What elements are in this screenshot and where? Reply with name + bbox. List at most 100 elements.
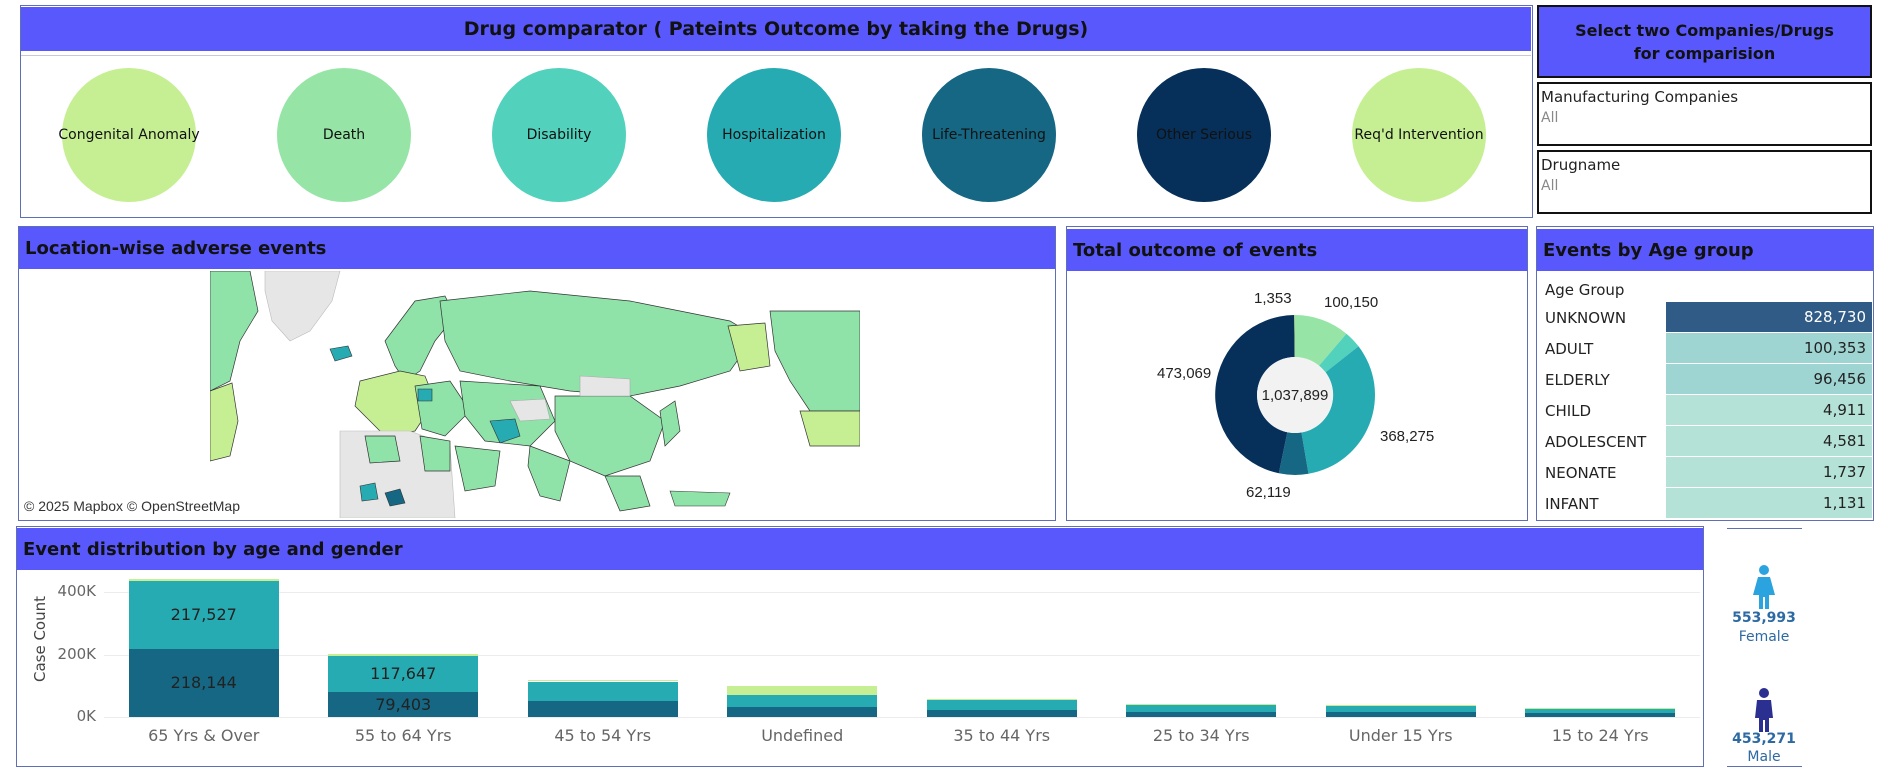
age-group-header: Age Group xyxy=(1545,281,1625,299)
divider xyxy=(21,55,1531,56)
bar-segment[interactable] xyxy=(1325,712,1476,717)
male-icon xyxy=(1755,688,1773,732)
male-label: Male xyxy=(1747,749,1781,765)
map-svg xyxy=(210,271,860,518)
filter-heading-line2: for comparision xyxy=(1633,43,1776,63)
age-row[interactable]: CHILD 4,911 xyxy=(1537,395,1872,426)
outcome-bubble-4[interactable]: Life-Threatening xyxy=(922,68,1056,202)
donut-label-death: 100,150 xyxy=(1324,294,1379,311)
grid-line xyxy=(104,654,1700,656)
bar-segment[interactable] xyxy=(926,699,1077,711)
donut-slice-hospitalization xyxy=(1301,346,1375,474)
bar-segment[interactable] xyxy=(1126,703,1277,705)
age-row-name: ELDERLY xyxy=(1545,371,1610,389)
bar-segment[interactable] xyxy=(328,692,479,717)
x-category-label: 65 Yrs & Over xyxy=(148,726,260,745)
map-title: Location-wise adverse events xyxy=(19,227,1055,269)
bar-segment[interactable] xyxy=(527,680,678,682)
bar-data-label: 79,403 xyxy=(375,694,432,714)
outcome-bubble-1[interactable]: Death xyxy=(277,68,411,202)
filter-heading-line1: Select two Companies/Drugs xyxy=(1575,20,1834,40)
donut-label-life-threatening: 62,119 xyxy=(1246,484,1291,501)
x-category-label: 35 to 44 Yrs xyxy=(953,726,1051,745)
bar-segment[interactable] xyxy=(1126,704,1277,712)
age-row-value: 1,131 xyxy=(1823,494,1866,512)
bar-segment[interactable] xyxy=(1126,712,1277,717)
donut-center-label: 1,037,899 xyxy=(1261,387,1329,404)
age-row-name: CHILD xyxy=(1545,402,1592,420)
age-row[interactable]: UNKNOWN 828,730 xyxy=(1537,302,1872,333)
bar-segment[interactable] xyxy=(926,710,1077,717)
bar-data-label: 117,647 xyxy=(370,663,437,683)
donut-slice-disability xyxy=(1318,333,1359,373)
age-row[interactable]: ELDERLY 96,456 xyxy=(1537,364,1872,395)
age-row-value: 828,730 xyxy=(1803,308,1866,326)
age-row-name: NEONATE xyxy=(1545,464,1617,482)
bar-segment[interactable] xyxy=(128,581,279,650)
bar-segment[interactable] xyxy=(1525,708,1676,709)
female-icon xyxy=(1753,565,1775,609)
company-filter[interactable]: Manufacturing Companies All xyxy=(1537,82,1872,146)
donut-slice-congenital xyxy=(1294,314,1295,357)
bar-segment[interactable] xyxy=(527,700,678,717)
bar-segment[interactable] xyxy=(128,649,279,717)
age-row-bar: 1,131 xyxy=(1666,488,1872,518)
bar-segment[interactable] xyxy=(1325,705,1476,713)
page-title: Drug comparator ( Pateints Outcome by ta… xyxy=(21,7,1531,51)
donut-slice-other-serious xyxy=(1215,315,1295,474)
gender-divider-top xyxy=(1727,528,1802,529)
bar-data-label: 217,527 xyxy=(170,605,237,625)
age-row-name: INFANT xyxy=(1545,495,1599,513)
bar-segment[interactable] xyxy=(328,655,479,693)
age-row[interactable]: INFANT 1,131 xyxy=(1537,488,1872,519)
outcome-bubble-5[interactable]: Other Serious xyxy=(1137,68,1271,202)
age-row-value: 4,911 xyxy=(1823,401,1866,419)
bar-segment[interactable] xyxy=(1525,708,1676,714)
drug-filter[interactable]: Drugname All xyxy=(1537,150,1872,214)
x-category-label: Under 15 Yrs xyxy=(1348,726,1453,745)
bar-segment[interactable] xyxy=(128,579,279,582)
x-category-label: 55 to 64 Yrs xyxy=(354,726,452,745)
age-row-name: UNKNOWN xyxy=(1545,309,1627,327)
filter-heading: Select two Companies/Drugs for comparisi… xyxy=(1537,5,1872,78)
bar-segment[interactable] xyxy=(727,685,878,696)
age-row[interactable]: ADOLESCENT 4,581 xyxy=(1537,426,1872,457)
age-row-bar: 96,456 xyxy=(1666,364,1872,394)
age-row[interactable]: NEONATE 1,737 xyxy=(1537,457,1872,488)
bar-segment[interactable] xyxy=(527,681,678,701)
age-row-value: 4,581 xyxy=(1823,432,1866,450)
x-category-label: 25 to 34 Yrs xyxy=(1152,726,1250,745)
age-group-title: Events by Age group xyxy=(1537,229,1873,271)
bar-segment[interactable] xyxy=(1525,713,1676,717)
age-row-bar: 100,353 xyxy=(1666,333,1872,363)
y-tick-label: 400K xyxy=(57,582,96,601)
distribution-title: Event distribution by age and gender xyxy=(17,528,1703,570)
outcome-bubble-0[interactable]: Congenital Anomaly xyxy=(58,68,200,202)
bar-segment[interactable] xyxy=(328,654,479,656)
age-row-name: ADULT xyxy=(1545,340,1594,358)
donut-title: Total outcome of events xyxy=(1067,229,1527,271)
age-row-value: 96,456 xyxy=(1813,370,1867,388)
age-row-bar: 4,581 xyxy=(1666,426,1872,456)
bar-data-label: 218,144 xyxy=(170,673,237,693)
grid-line xyxy=(104,592,1700,594)
y-tick-label: 0K xyxy=(76,707,96,725)
age-row[interactable]: ADULT 100,353 xyxy=(1537,333,1872,364)
age-row-name: ADOLESCENT xyxy=(1545,433,1647,451)
donut-slice-death xyxy=(1295,315,1347,367)
male-count: 453,271 xyxy=(1732,731,1796,747)
outcome-bubble-3[interactable]: Hospitalization xyxy=(707,68,841,202)
grid-line xyxy=(104,717,1700,718)
age-row-bar: 4,911 xyxy=(1666,395,1872,425)
outcome-bubble-6[interactable]: Req'd Intervention xyxy=(1352,68,1486,202)
company-filter-value[interactable]: All xyxy=(1541,110,1559,126)
donut-chart[interactable] xyxy=(1210,310,1380,480)
drug-filter-value[interactable]: All xyxy=(1541,178,1559,194)
bar-segment[interactable] xyxy=(727,707,878,717)
outcome-bubble-2[interactable]: Disability xyxy=(492,68,626,202)
world-map[interactable] xyxy=(210,271,860,518)
bar-segment[interactable] xyxy=(727,695,878,708)
bar-segment[interactable] xyxy=(926,698,1077,700)
bar-segment[interactable] xyxy=(1325,704,1476,706)
age-row-value: 1,737 xyxy=(1823,463,1866,481)
